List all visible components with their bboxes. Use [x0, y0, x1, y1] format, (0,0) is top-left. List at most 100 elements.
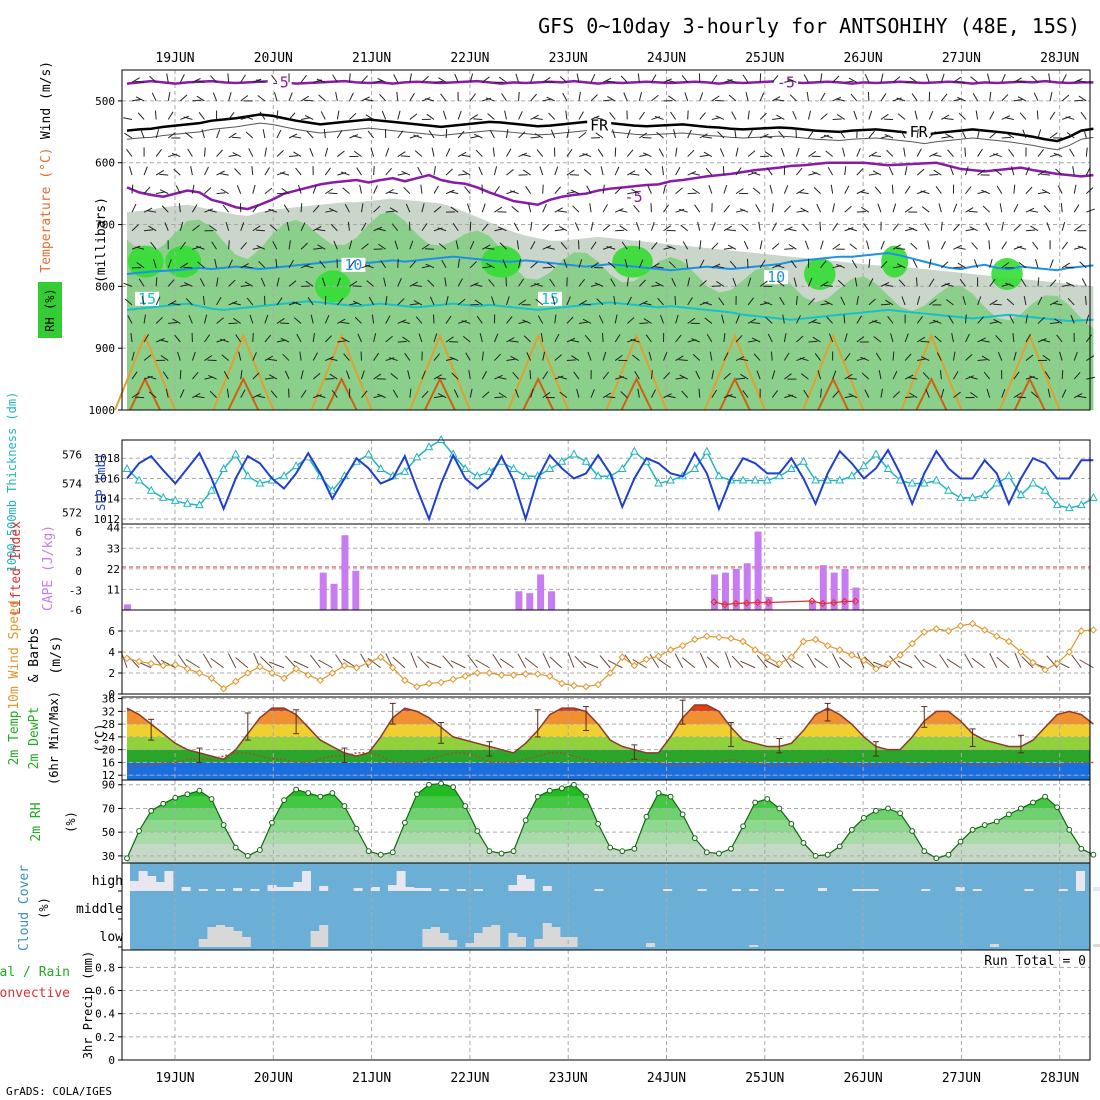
wind-barb	[940, 93, 948, 102]
wind-barb	[316, 228, 326, 232]
wind-barb	[880, 240, 885, 250]
wind-barb	[276, 277, 280, 287]
wind-barb	[1013, 99, 1023, 102]
wind-barb	[711, 222, 716, 231]
wind-barb	[449, 190, 459, 195]
temp2m-line	[126, 704, 1094, 761]
cloud-high-bar	[1093, 887, 1100, 891]
wind-barb	[1023, 295, 1027, 306]
cloud-high-bar	[138, 871, 148, 891]
wind10m-point	[654, 652, 663, 660]
wind-barb	[1079, 261, 1087, 269]
wind-barb	[342, 187, 350, 195]
wind-barb	[361, 243, 369, 250]
thickness-point	[1064, 503, 1074, 512]
contour-25	[915, 376, 948, 411]
wind-barb	[718, 297, 725, 306]
bottom-day-label: 24JUN	[647, 1071, 686, 1086]
li-point	[721, 600, 729, 609]
wind-barb	[329, 373, 338, 380]
wind-axis-label: Wind (m/s)	[39, 61, 54, 139]
wind-barb	[723, 393, 733, 399]
wind-barb	[968, 210, 978, 213]
cape-bar	[841, 568, 849, 610]
wind-barb	[678, 208, 688, 213]
wind-barb	[763, 301, 773, 306]
wind10m-barb	[607, 660, 623, 669]
wind10m-barb	[492, 654, 502, 669]
slp-tick-label: 1012	[94, 513, 121, 526]
wind-barb	[920, 340, 930, 343]
cloud-low-bar	[233, 931, 243, 947]
wind-barb	[558, 375, 568, 380]
wind-barb	[626, 317, 635, 324]
wind-barb	[832, 75, 840, 83]
wind-barb	[1077, 245, 1087, 250]
wind-barb	[778, 130, 785, 139]
wind-barb	[650, 222, 655, 231]
thickness-point	[702, 446, 712, 455]
wind-barb	[312, 205, 320, 213]
wind-barb	[135, 80, 145, 83]
wind-barb	[445, 315, 452, 324]
wind-barb	[421, 75, 429, 83]
wind-barb	[1029, 375, 1039, 380]
wind-barb	[449, 356, 459, 362]
wind-barb	[624, 258, 628, 268]
cape-bar	[526, 593, 534, 610]
wind-barb	[582, 303, 592, 306]
cloud-high-bar	[508, 885, 518, 891]
wind-barb	[542, 391, 551, 399]
wind-barb	[481, 223, 489, 232]
wind-barb	[445, 128, 448, 139]
cloud-high-bar	[284, 887, 294, 891]
wind10m-point	[1005, 637, 1013, 646]
wind-barb	[638, 111, 645, 120]
wind10m-point	[123, 654, 131, 663]
wind10m-point	[799, 637, 808, 646]
wind-barb	[394, 240, 399, 250]
cloud-high-bar	[474, 889, 483, 891]
thickness-point	[1040, 485, 1050, 494]
wind10m-point	[340, 661, 349, 670]
rh2m-point	[474, 828, 481, 834]
wind10m-point	[268, 669, 276, 677]
thickness-point	[980, 489, 990, 499]
wind10m-point	[449, 675, 457, 684]
wind-barb	[871, 154, 882, 158]
thickness-point	[364, 449, 373, 458]
thickness-point	[799, 456, 808, 465]
thickness-point	[847, 471, 857, 480]
thickness-point	[400, 466, 410, 475]
wind10m-barb	[567, 652, 575, 668]
wind-barb	[565, 110, 568, 120]
wind-barb	[154, 110, 157, 120]
wind10m-point	[558, 679, 566, 688]
wind-barb	[803, 389, 809, 398]
wind-barb	[377, 393, 386, 399]
wind-barb	[642, 302, 652, 306]
rh-band	[127, 820, 1090, 833]
wind-barb	[687, 129, 692, 139]
wind-barb	[518, 91, 520, 101]
cloud-high-bar	[198, 889, 208, 891]
wind-barb	[346, 370, 350, 380]
wind-barb	[255, 229, 265, 232]
wind10m-point	[582, 682, 590, 691]
wind-barb	[1077, 395, 1087, 399]
wind-barb	[767, 333, 773, 343]
wind-barb	[631, 188, 640, 195]
wind-barb	[698, 388, 701, 398]
wind-barb	[202, 295, 205, 305]
wind-barb	[947, 149, 954, 157]
wind-barb	[497, 376, 507, 380]
wind-barb	[554, 166, 559, 176]
wind-barb	[300, 389, 307, 398]
wind-barb	[240, 242, 248, 250]
wind-barb	[228, 92, 232, 102]
wind-barb	[601, 332, 604, 343]
wind10m-point	[135, 657, 143, 666]
wind10m-barb	[210, 657, 224, 669]
wind-barb	[994, 169, 1003, 176]
wind10m-point	[413, 682, 421, 691]
